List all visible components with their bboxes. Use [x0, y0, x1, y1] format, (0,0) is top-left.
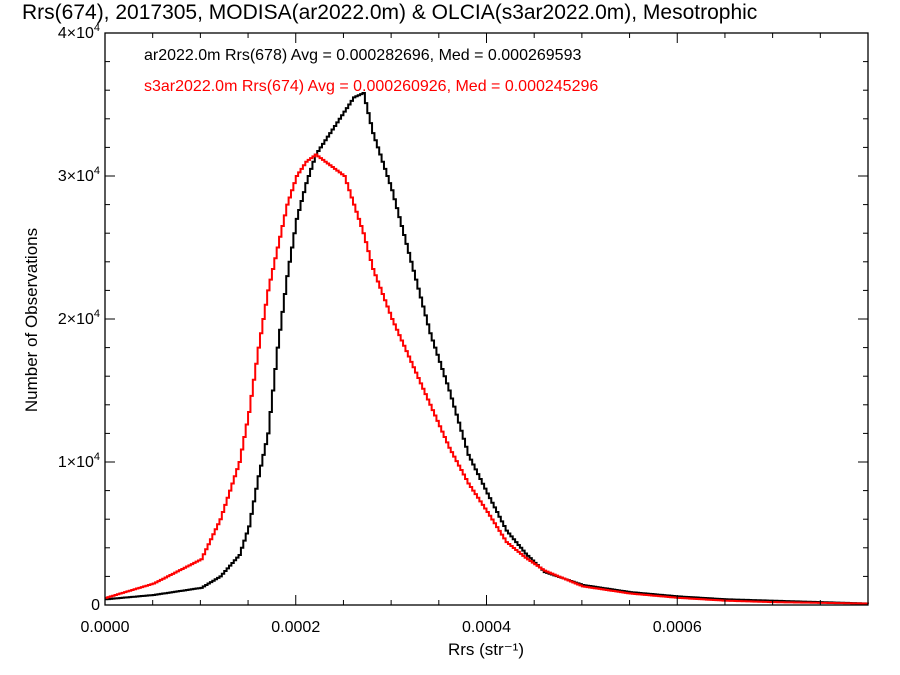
y-tick-label: 2×104 — [58, 308, 100, 328]
y-tick-exponent: 4 — [94, 451, 100, 463]
y-tick-label: 1×104 — [58, 451, 100, 471]
y-tick-mantissa: 1×10 — [58, 454, 94, 471]
series-line-1 — [105, 92, 869, 605]
y-tick-exponent: 4 — [94, 22, 100, 34]
y-tick-label: 3×104 — [58, 165, 100, 185]
y-tick-mantissa: 4×10 — [58, 25, 94, 42]
labels-layer: 0.0000 0.0002 0.0004 0.000601×1042×1043×104… — [58, 22, 702, 636]
x-tick-label: 0.0002 — [271, 619, 320, 636]
x-tick-label: 0.0000 — [81, 619, 130, 636]
series-line-2 — [105, 153, 869, 605]
x-axis-title: Rrs (str⁻¹) — [448, 640, 524, 659]
x-tick-label: 0.0006 — [653, 619, 702, 636]
series-layer — [105, 92, 869, 605]
y-tick-label: 4×104 — [58, 22, 100, 42]
y-tick-exponent: 4 — [94, 308, 100, 320]
y-tick-mantissa: 3×10 — [58, 168, 94, 185]
ticks-layer — [104, 32, 869, 606]
legend-entry-2: s3ar2022.0m Rrs(674) Avg = 0.000260926, … — [144, 78, 598, 95]
x-tick-label: 0.0004 — [462, 619, 511, 636]
y-tick-mantissa: 2×10 — [58, 311, 94, 328]
legend-entry-1: ar2022.0m Rrs(678) Avg = 0.000282696, Me… — [144, 47, 581, 64]
chart-title: Rrs(674), 2017305, MODISA(ar2022.0m) & O… — [22, 1, 758, 24]
y-tick-label: 0 — [91, 597, 100, 614]
y-tick-exponent: 4 — [94, 165, 100, 177]
y-axis-title: Number of Observations — [22, 228, 41, 412]
